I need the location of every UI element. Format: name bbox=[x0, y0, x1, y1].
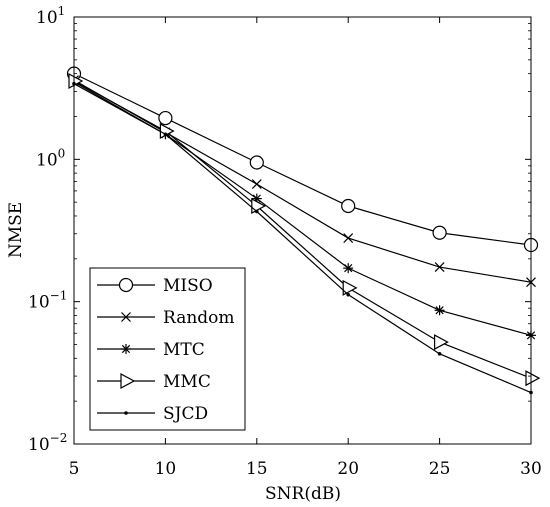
x-tick-label: 25 bbox=[429, 459, 451, 479]
legend-marker-sjcd-shape bbox=[124, 411, 128, 415]
legend-marker-mtc bbox=[121, 344, 131, 354]
point-mtc bbox=[343, 263, 354, 274]
legend-marker-miso bbox=[118, 277, 134, 293]
legend-item-random: Random bbox=[97, 308, 235, 328]
point-mmc bbox=[525, 370, 541, 387]
legend-marker-mmc bbox=[120, 372, 136, 390]
point-sjcd-shape bbox=[346, 292, 351, 297]
y-tick-label: 10−2 bbox=[28, 431, 67, 455]
legend-label-random: Random bbox=[163, 308, 235, 328]
point-mmc-shape bbox=[525, 370, 541, 387]
point-sjcd-shape bbox=[163, 132, 168, 137]
point-miso bbox=[341, 198, 356, 214]
point-sjcd bbox=[346, 292, 351, 297]
legend-item-mmc: MMC bbox=[97, 372, 211, 392]
point-miso-shape bbox=[432, 225, 447, 240]
legend: MISO Random MTC MMC SJCD bbox=[89, 267, 246, 431]
point-miso bbox=[158, 110, 173, 126]
point-miso-shape bbox=[341, 198, 356, 214]
point-mmc-shape bbox=[342, 279, 358, 296]
series-mmc bbox=[68, 73, 541, 387]
point-miso-shape bbox=[158, 110, 173, 126]
plot-frame bbox=[73, 16, 532, 445]
series-line-miso bbox=[73, 73, 532, 246]
legend-item-miso: MISO bbox=[97, 276, 213, 296]
series-line-random bbox=[73, 79, 532, 283]
plot-lines bbox=[66, 66, 541, 395]
point-mmc bbox=[342, 279, 358, 296]
point-sjcd bbox=[437, 352, 442, 356]
legend-item-sjcd: SJCD bbox=[97, 404, 208, 424]
point-sjcd bbox=[254, 209, 259, 214]
series-random bbox=[69, 75, 536, 288]
y-tick-label: 100 bbox=[36, 146, 65, 170]
legend-marker-mtc-stroke-d bbox=[121, 344, 131, 354]
legend-marker-random bbox=[121, 312, 131, 322]
legend-label-sjcd: SJCD bbox=[163, 404, 208, 424]
point-random bbox=[251, 179, 262, 190]
legend-marker-sjcd bbox=[124, 411, 128, 415]
point-sjcd-shape bbox=[437, 352, 442, 356]
point-random-stroke-b bbox=[434, 262, 445, 272]
legend-marker-miso-shape bbox=[118, 277, 134, 293]
legend-label-mmc: MMC bbox=[163, 372, 211, 392]
y-axis-label: NMSE bbox=[6, 202, 26, 258]
point-mmc bbox=[434, 334, 449, 351]
x-tick-label: 20 bbox=[337, 459, 359, 479]
x-tick-label: 5 bbox=[69, 459, 80, 479]
legend-marker-mmc-shape bbox=[120, 372, 136, 390]
tick-labels: 5 10 15 20 25 30 101 100 10−1 10−2 bbox=[28, 4, 542, 479]
series-line-mmc bbox=[73, 80, 532, 379]
point-miso bbox=[249, 155, 264, 170]
legend-marker-random-stroke-b bbox=[121, 312, 131, 322]
point-mtc bbox=[434, 305, 445, 316]
legend-label-miso: MISO bbox=[163, 276, 213, 296]
x-tick-label: 10 bbox=[155, 459, 177, 479]
legend-label-mtc: MTC bbox=[163, 340, 205, 360]
point-mtc-stroke-d bbox=[435, 306, 444, 315]
series-miso bbox=[66, 66, 539, 253]
point-mtc-stroke-d bbox=[344, 264, 353, 273]
x-axis-label: SNR(dB) bbox=[265, 484, 341, 504]
x-tick-label: 30 bbox=[520, 459, 542, 479]
point-random-stroke-b bbox=[251, 179, 262, 190]
point-sjcd bbox=[163, 132, 168, 137]
point-miso-shape bbox=[249, 155, 264, 170]
point-random bbox=[343, 233, 354, 243]
series-line-sjcd bbox=[73, 83, 532, 394]
point-random-stroke-b bbox=[343, 233, 354, 243]
x-tick-label: 15 bbox=[246, 459, 268, 479]
point-mmc-shape bbox=[434, 334, 449, 351]
point-random bbox=[434, 262, 445, 272]
y-tick-label: 101 bbox=[36, 4, 65, 28]
point-sjcd-shape bbox=[254, 209, 259, 214]
legend-item-mtc: MTC bbox=[97, 340, 205, 360]
point-miso bbox=[432, 225, 447, 240]
y-tick-label: 10−1 bbox=[28, 289, 67, 313]
